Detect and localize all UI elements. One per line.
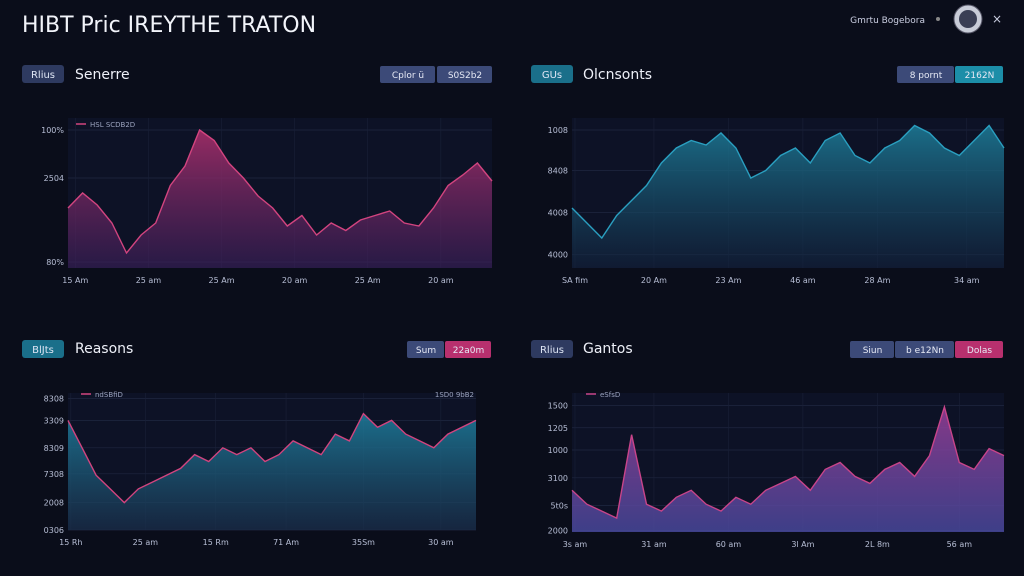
y-tick-label: 2000	[548, 527, 568, 536]
x-tick-label: 25 Am	[355, 276, 381, 285]
x-tick-label: 25 Am	[209, 276, 235, 285]
y-tick-label: 8309	[44, 444, 64, 453]
x-tick-label: 25 am	[133, 538, 159, 547]
y-tick-label: 4008	[548, 209, 568, 218]
legend-label: ndSBfiD	[95, 391, 123, 399]
area-fill	[572, 406, 1004, 532]
x-tick-label: 60 am	[716, 540, 742, 549]
badge-label: Rlius	[31, 70, 55, 81]
avatar-inner	[959, 10, 977, 28]
toolbar-button[interactable]	[895, 341, 954, 358]
y-tick-label: 8308	[44, 394, 64, 403]
toolbar-button-label: Sum	[416, 346, 436, 356]
x-tick-label: 71 Am	[273, 538, 299, 547]
y-tick-label: 4000	[548, 251, 568, 260]
badge-label: Rlius	[540, 345, 564, 356]
y-tick-label: 7308	[44, 470, 64, 479]
toolbar-button-label: Cplor ü	[392, 71, 424, 81]
badge-label: GUs	[542, 70, 562, 81]
y-tick-label: 1205	[548, 424, 568, 433]
panel-title: Reasons	[75, 341, 133, 357]
y-tick-label: 3100	[548, 474, 568, 483]
panel-title: Gantos	[583, 341, 633, 357]
app-title: HIBT Pric IREYTHE TRATON	[22, 13, 316, 38]
badge	[531, 65, 573, 83]
legend-label: eSfsD	[600, 391, 620, 399]
x-tick-label: 46 am	[790, 276, 816, 285]
x-tick-label: 56 am	[947, 540, 973, 549]
series-line	[571, 124, 1005, 240]
x-tick-label: SA fim	[562, 276, 588, 285]
toolbar-button-label: 2162N	[965, 71, 995, 81]
y-tick-label: 0306	[44, 526, 64, 535]
x-tick-label: 3l Am	[791, 540, 814, 549]
toolbar-button-label: Dolas	[967, 346, 992, 356]
toolbar-button-label: Siun	[863, 346, 883, 356]
toolbar-button[interactable]	[955, 341, 1003, 358]
y-tick-label: 1000	[548, 446, 568, 455]
toolbar-button[interactable]	[380, 66, 435, 83]
toolbar-button[interactable]	[897, 66, 954, 83]
badge	[22, 340, 64, 358]
x-tick-label: 31 am	[641, 540, 667, 549]
x-tick-label: 20 Am	[641, 276, 667, 285]
y-tick-label: 100%	[41, 126, 64, 135]
x-tick-label: 23 Am	[715, 276, 741, 285]
toolbar-button[interactable]	[850, 341, 894, 358]
x-tick-label: 20 am	[428, 276, 454, 285]
y-tick-label: 1008	[548, 126, 568, 135]
x-tick-label: 28 Am	[864, 276, 890, 285]
x-tick-label: 34 am	[954, 276, 980, 285]
x-tick-label: 35Sm	[352, 538, 375, 547]
toolbar-button-label: b e12Nn	[906, 346, 944, 356]
toolbar-button-label: S0S2b2	[448, 71, 482, 81]
y-tick-label: 2504	[44, 174, 64, 183]
toolbar-button-label: 22a0m	[453, 346, 484, 356]
x-tick-label: 25 am	[136, 276, 162, 285]
legend-label: HSL SCDB2D	[90, 121, 135, 129]
toolbar-button[interactable]	[955, 66, 1003, 83]
series-line	[571, 404, 1005, 520]
x-tick-label: 15 Am	[62, 276, 88, 285]
x-tick-label: 30 am	[428, 538, 454, 547]
x-tick-label: 3s am	[563, 540, 588, 549]
y-tick-label: 2008	[44, 499, 64, 508]
area-fill	[68, 413, 476, 530]
badge-label: BlJts	[32, 345, 54, 356]
toolbar-button-label: 8 pornt	[910, 71, 943, 81]
area-fill	[572, 125, 1004, 268]
close-button[interactable]: ×	[992, 12, 1002, 26]
status-dot	[936, 17, 940, 21]
x-tick-label: 20 am	[282, 276, 308, 285]
toolbar-button[interactable]	[437, 66, 492, 83]
badge	[22, 65, 64, 83]
user-name[interactable]: Gmrtu Bogebora	[850, 16, 925, 26]
y-tick-label: 3309	[44, 416, 64, 425]
y-tick-label: 5t0s	[551, 502, 568, 511]
y-tick-label: 80%	[46, 258, 64, 267]
y-tick-label: 1500	[548, 402, 568, 411]
x-tick-label: 15 Rh	[59, 538, 82, 547]
area-fill	[68, 130, 492, 268]
panel-title: Senerre	[75, 67, 130, 83]
x-tick-label: 2L 8m	[865, 540, 890, 549]
y-tick-label: 8408	[548, 167, 568, 176]
annotation: 1SD0 9bB2	[435, 391, 474, 399]
toolbar-button[interactable]	[407, 341, 444, 358]
series-line	[67, 128, 493, 255]
series-line	[67, 412, 477, 504]
panel-title: Olcnsonts	[583, 67, 652, 83]
badge	[531, 340, 573, 358]
x-tick-label: 15 Rm	[203, 538, 229, 547]
toolbar-button[interactable]	[445, 341, 491, 358]
